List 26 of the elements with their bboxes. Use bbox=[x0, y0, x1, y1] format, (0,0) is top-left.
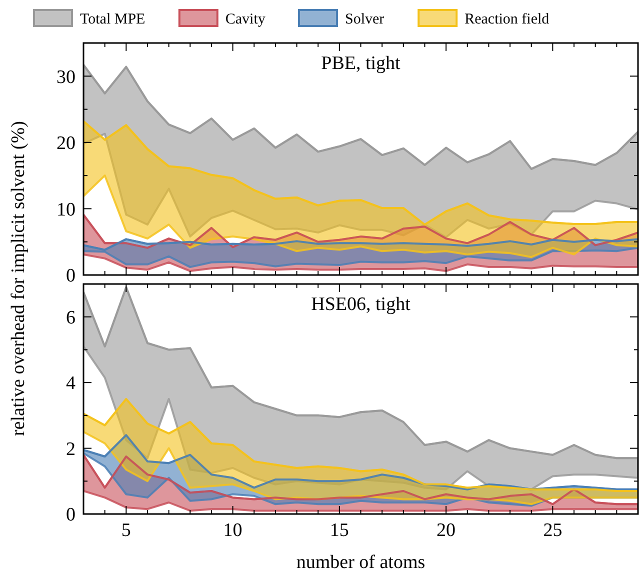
y-tick-label: 4 bbox=[66, 373, 76, 394]
legend-label: Cavity bbox=[225, 11, 266, 28]
x-tick-label: 15 bbox=[330, 520, 349, 541]
y-tick-label: 10 bbox=[56, 199, 76, 220]
y-tick-label: 20 bbox=[56, 133, 76, 154]
x-tick-label: 25 bbox=[543, 520, 562, 541]
line-series bbox=[84, 238, 638, 251]
x-tick-label: 20 bbox=[436, 520, 456, 541]
text: PBE, tight bbox=[321, 53, 402, 74]
line-series bbox=[84, 214, 638, 249]
y-axis-title: relative overhead for implicit solvent (%) bbox=[8, 121, 29, 436]
line-series bbox=[84, 120, 638, 226]
x-tick-label: 5 bbox=[121, 520, 131, 541]
y-tick-label: 6 bbox=[66, 308, 76, 329]
line-series bbox=[84, 434, 638, 490]
y-tick-label: 30 bbox=[56, 66, 76, 88]
x-tick-label: 10 bbox=[223, 520, 242, 541]
legend-label: Solver bbox=[345, 11, 384, 28]
text: HSE06, tight bbox=[311, 294, 412, 315]
legend-label: Reaction field bbox=[464, 11, 550, 28]
y-tick-label: 0 bbox=[66, 504, 76, 526]
legend-label: Total MPE bbox=[80, 11, 146, 28]
y-tick-label: 0 bbox=[66, 266, 76, 287]
y-tick-label: 2 bbox=[66, 438, 76, 460]
line-series bbox=[84, 286, 638, 460]
x-axis-title: number of atoms bbox=[296, 552, 426, 573]
